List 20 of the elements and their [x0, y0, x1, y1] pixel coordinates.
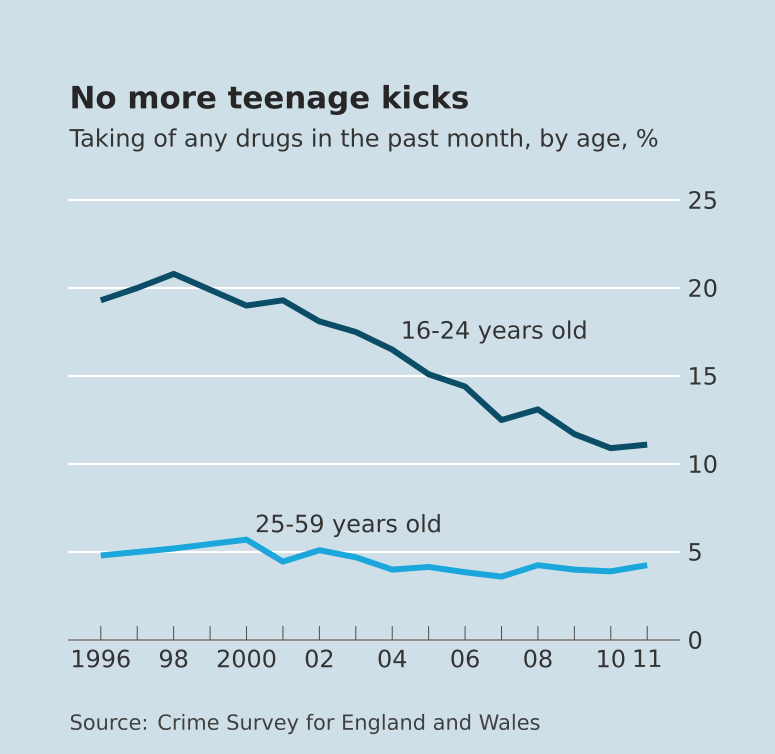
x-tick-label: 11 [634, 650, 660, 667]
chart-subtitle: Taking of any drugs in the past month, by age, % [69, 128, 658, 152]
x-tick-label: 10 [598, 650, 624, 668]
y-tick-label: 10 [690, 454, 716, 474]
x-tick-label: 06 [451, 650, 479, 668]
x-tick-label: 08 [524, 650, 552, 668]
y-tick-label: 15 [690, 367, 716, 385]
series-label: 25-59 years old [256, 514, 440, 538]
chart-title: No more teenage kicks [72, 84, 468, 116]
y-tick-label: 0 [689, 630, 702, 650]
x-tick-label: 04 [378, 650, 406, 668]
y-tick-label: 5 [689, 543, 701, 561]
x-tick-label: 98 [160, 650, 188, 668]
x-tick-label: 2000 [218, 650, 276, 668]
series-label: 16-24 years old [403, 320, 586, 344]
y-tick-label: 20 [689, 278, 716, 298]
x-tick-label: 02 [306, 650, 332, 668]
x-tick-label: 1996 [72, 650, 130, 668]
y-tick-label: 25 [689, 190, 716, 210]
source-note: Source: Crime Survey for England and Wales [70, 714, 540, 734]
